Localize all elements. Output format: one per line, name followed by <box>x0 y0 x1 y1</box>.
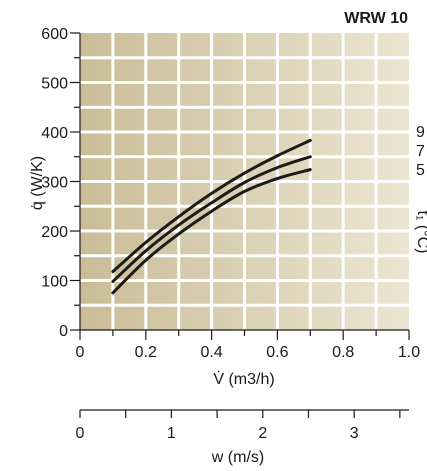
secondary-tick-label: 3 <box>350 425 359 442</box>
series-layer <box>111 138 312 295</box>
y-tick-label: 100 <box>41 274 68 291</box>
x-tick-label: 0.2 <box>135 344 157 361</box>
secondary-tick-label: 1 <box>167 425 176 442</box>
y-axis-label: q̇ (W/K) <box>29 156 46 210</box>
y-tick-label: 600 <box>41 26 68 43</box>
axes: 0 100 200 300 400 500 600 0 0.2 0.4 0.6 0.8 1.0 <box>41 26 420 361</box>
series-labels: 9 7 5 <box>416 124 425 179</box>
x-tick-label: 0.8 <box>332 344 354 361</box>
series-label-7: 7 <box>416 143 425 160</box>
series-line-7 <box>111 155 312 283</box>
chart-title: WRW 10 <box>344 10 408 27</box>
x-tick-label: 0.6 <box>266 344 288 361</box>
secondary-tick-label: 0 <box>76 425 85 442</box>
right-axis-label: t₁ (°C) <box>414 211 427 254</box>
y-tick-label: 200 <box>41 224 68 241</box>
series-label-5: 5 <box>416 162 425 179</box>
y-tick-label: 0 <box>59 323 68 340</box>
series-line-5 <box>111 168 312 295</box>
secondary-axis: 0 1 2 3 <box>76 409 409 442</box>
x-tick-label: 0 <box>76 344 85 361</box>
x-tick-label: 0.4 <box>200 344 222 361</box>
x-axis-label: V̇ (m3/h) <box>213 370 274 388</box>
x-tick-label: 1.0 <box>398 344 420 361</box>
y-tick-label: 400 <box>41 125 68 142</box>
y-tick-label: 300 <box>41 175 68 192</box>
secondary-tick-label: 2 <box>258 425 267 442</box>
series-line-9 <box>111 138 312 274</box>
secondary-axis-label: w (m/s) <box>211 449 264 466</box>
y-tick-label: 500 <box>41 76 68 93</box>
series-label-9: 9 <box>416 124 425 141</box>
